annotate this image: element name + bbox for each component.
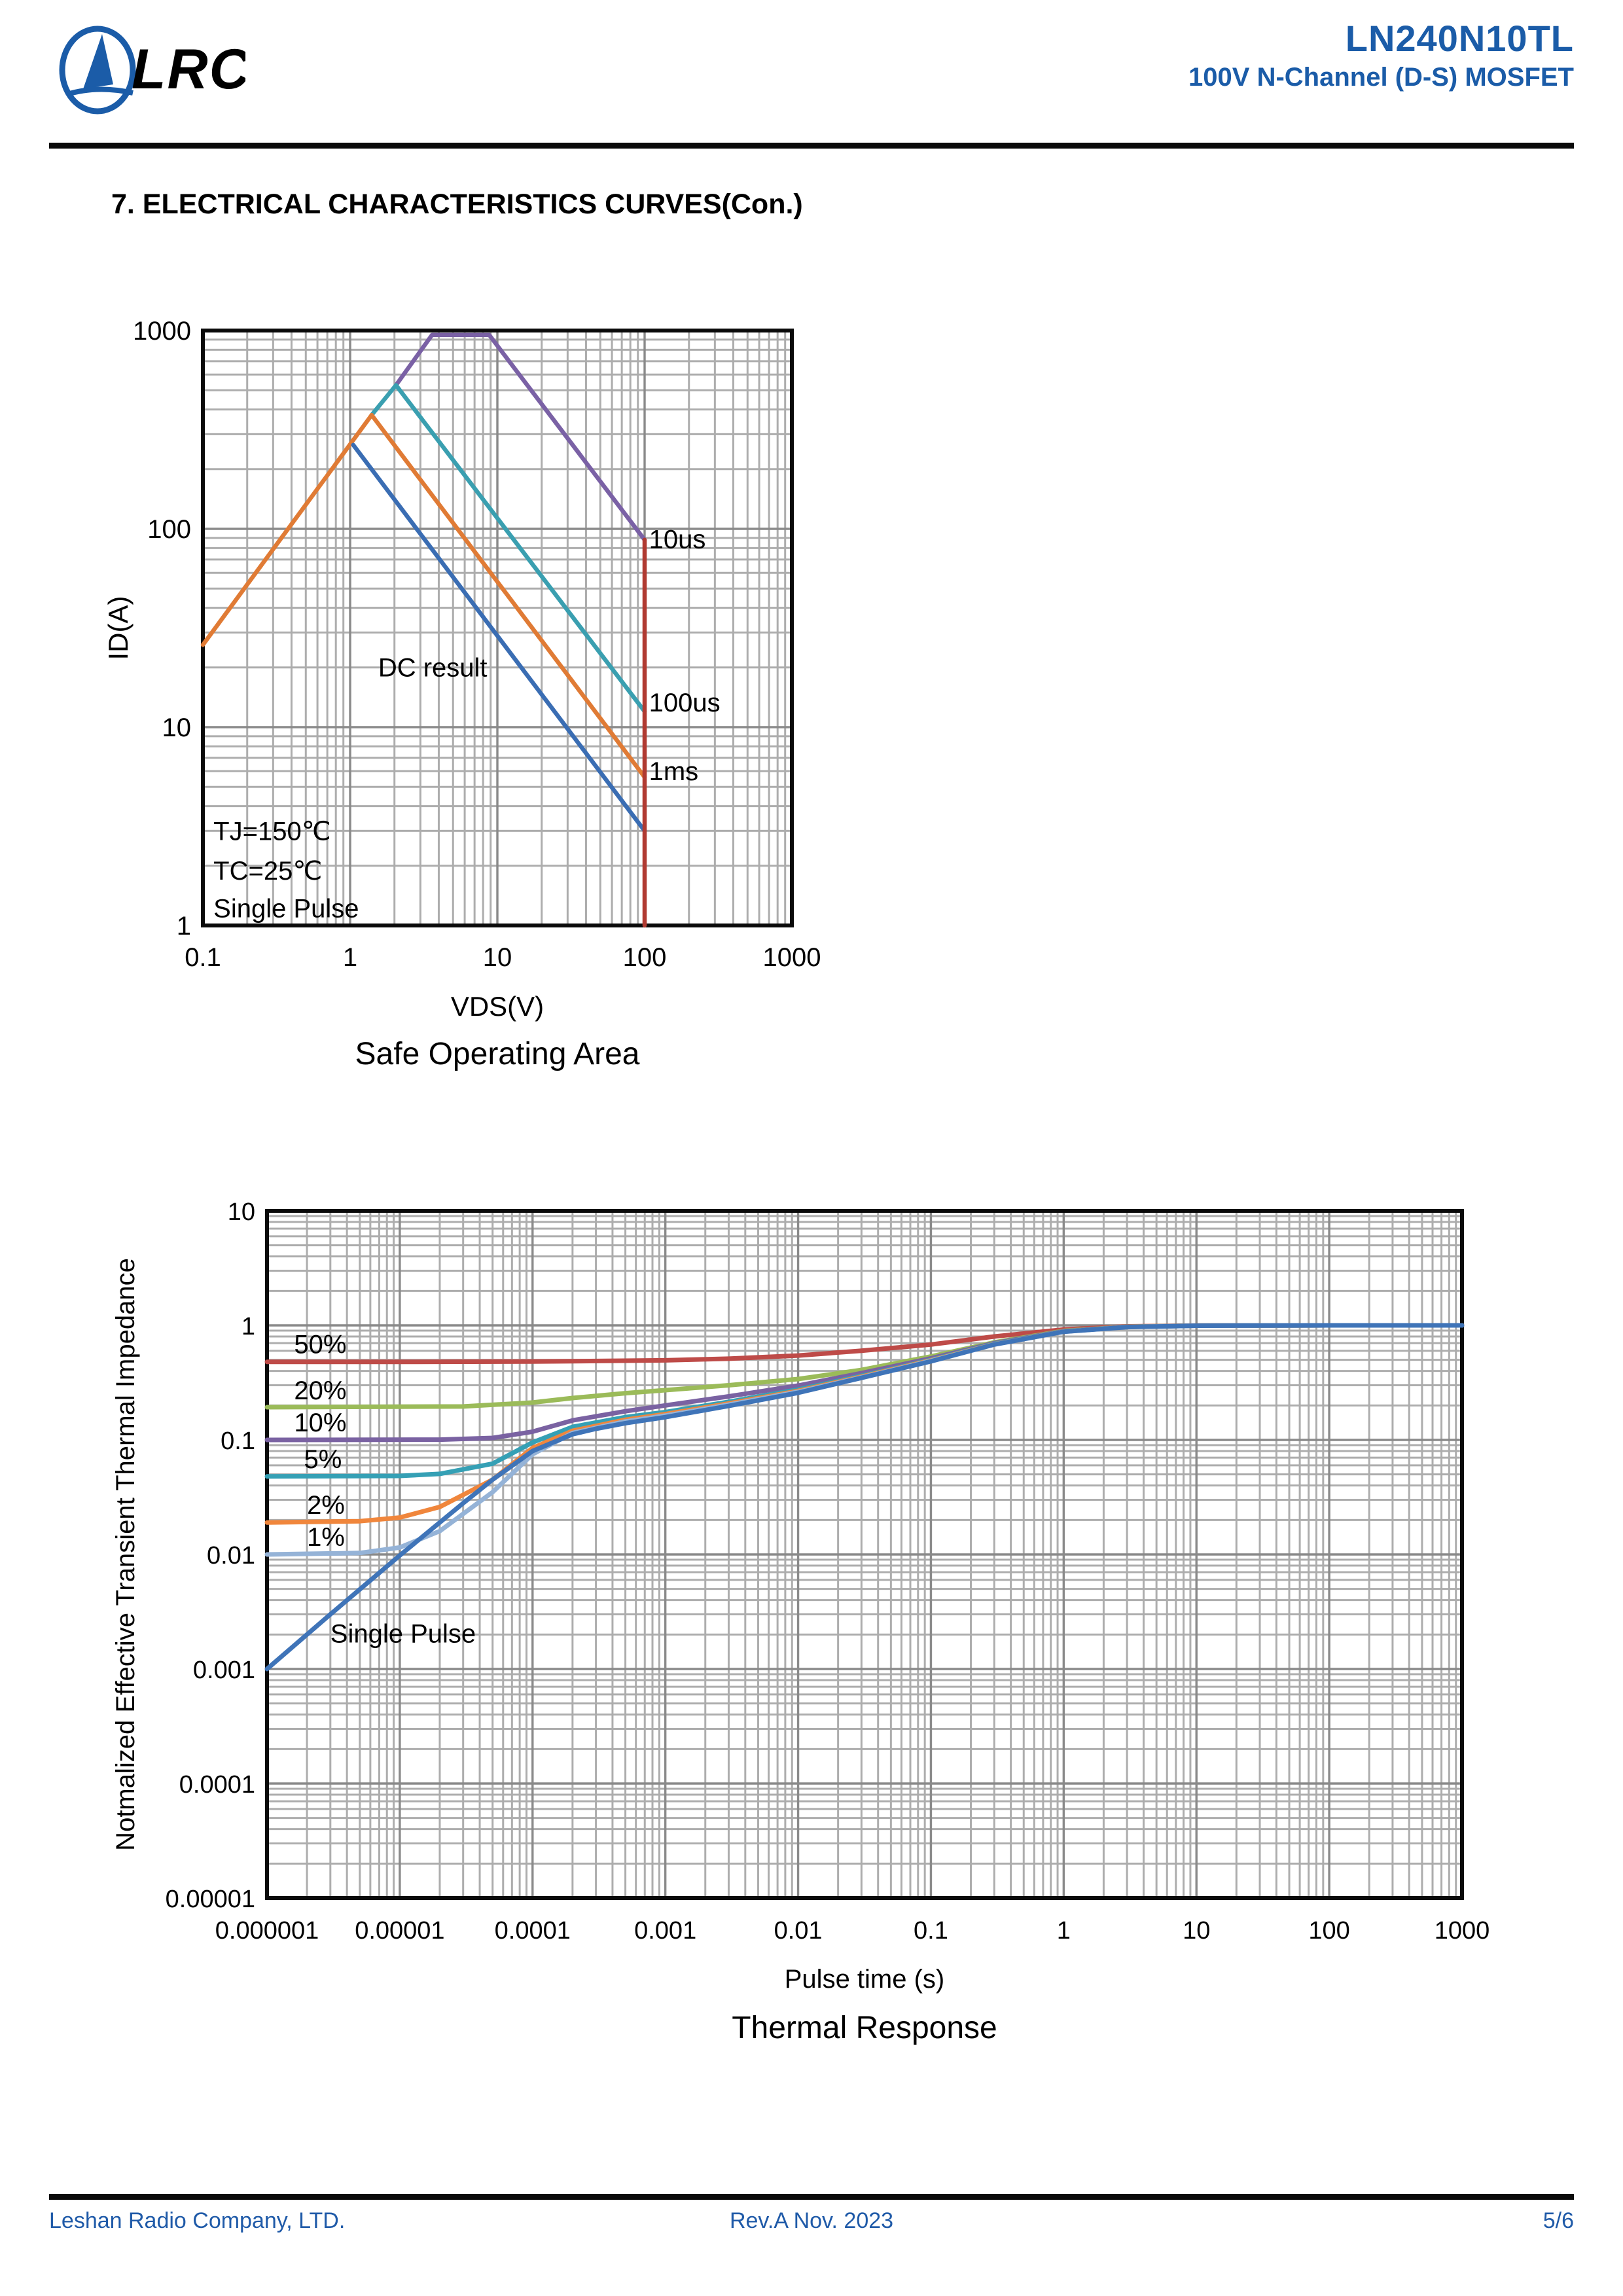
annotation-single-pulse: Single Pulse [213, 894, 359, 923]
annotation-10-: 10% [294, 1408, 346, 1437]
x-axis-title: VDS(V) [451, 991, 544, 1022]
x-axis-title: Pulse time (s) [785, 1965, 945, 1994]
y-tick-label: 1000 [133, 317, 191, 346]
series-2- [264, 1323, 1465, 1525]
annotation-10us: 10us [649, 525, 706, 554]
logo-ellipse-icon [59, 26, 136, 115]
y-axis-title: Notmalized Effective Transient Thermal I… [111, 1258, 140, 1851]
y-tick-label: 1 [241, 1313, 255, 1340]
y-tick-label: 0.0001 [179, 1771, 255, 1799]
annotation-20-: 20% [294, 1376, 346, 1405]
y-tick-label: 10 [228, 1198, 255, 1226]
series-10us [393, 332, 647, 543]
y-tick-label: 0.1 [221, 1427, 255, 1455]
grid-major [266, 1210, 1463, 1899]
y-tick-label: 0.01 [207, 1542, 255, 1570]
chart-caption: Thermal Response [732, 2011, 997, 2045]
y-tick-label: 0.00001 [166, 1886, 255, 1913]
annotation-1-: 1% [307, 1523, 345, 1552]
thermal-response-chart: 0.000001 0.00001 0.0001 0.001 0.01 0.1 1 10 100 1… [111, 1198, 1490, 2045]
annotation-tj-150-: TJ=150℃ [213, 817, 330, 846]
annotation-dc-result: DC result [378, 654, 488, 683]
x-tick-label: 1000 [763, 943, 821, 972]
footer-company: Leshan Radio Company, LTD. [49, 2208, 346, 2233]
series-5- [264, 1323, 1465, 1479]
footer-rule [49, 2194, 1574, 2200]
x-tick-label: 0.1 [914, 1917, 948, 1945]
x-tick-label: 0.001 [634, 1917, 696, 1945]
series-20- [264, 1323, 1465, 1410]
x-tick-label: 10 [1183, 1917, 1210, 1945]
logo-hull-icon [66, 86, 134, 97]
x-tick-label: 0.0001 [495, 1917, 571, 1945]
page-title-part-number: LN240N10TL [1345, 18, 1574, 59]
y-axis-title: ID(A) [103, 596, 134, 660]
x-tick-label: 0.01 [774, 1917, 823, 1945]
y-tick-label: 0.001 [193, 1657, 255, 1684]
x-tick-label: 100 [1308, 1917, 1349, 1945]
x-tick-label: 1 [1057, 1917, 1071, 1945]
logo-brand-text: LRC [132, 38, 245, 101]
annotation-100us: 100us [649, 689, 721, 717]
logo-sail-icon [83, 34, 113, 89]
annotation-5-: 5% [304, 1445, 342, 1474]
annotation-single-pulse: Single Pulse [330, 1620, 476, 1649]
series-dc-result [351, 442, 647, 833]
y-tick-label: 10 [162, 713, 192, 742]
series-single-pulse [264, 1323, 1465, 1672]
x-tick-label: 0.000001 [215, 1917, 319, 1945]
x-tick-label: 1000 [1435, 1917, 1490, 1945]
x-tick-label: 0.1 [185, 943, 221, 972]
series-100us [369, 383, 647, 714]
annotation-50-: 50% [294, 1331, 346, 1359]
header-rule [49, 143, 1574, 149]
annotation-2-: 2% [307, 1491, 345, 1520]
y-tick-label: 100 [147, 515, 191, 544]
footer-revision: Rev.A Nov. 2023 [729, 2208, 894, 2233]
plot-border [201, 329, 794, 927]
x-tick-label: 0.00001 [355, 1917, 444, 1945]
chart-caption: Safe Operating Area [355, 1037, 640, 1071]
y-tick-label: 1 [177, 912, 191, 941]
x-tick-label: 1 [343, 943, 357, 972]
lrc-logo: LRC [59, 26, 245, 115]
x-tick-label: 10 [483, 943, 512, 972]
footer-page-number: 5/6 [1543, 2208, 1574, 2233]
page-subtitle: 100V N-Channel (D-S) MOSFET [1188, 63, 1574, 92]
annotation-1ms: 1ms [649, 757, 699, 786]
x-tick-label: 100 [623, 943, 667, 972]
section-title: 7. ELECTRICAL CHARACTERISTICS CURVES(Con… [111, 188, 803, 220]
series-1ms [200, 412, 647, 780]
annotation-tc-25-: TC=25℃ [213, 857, 322, 886]
